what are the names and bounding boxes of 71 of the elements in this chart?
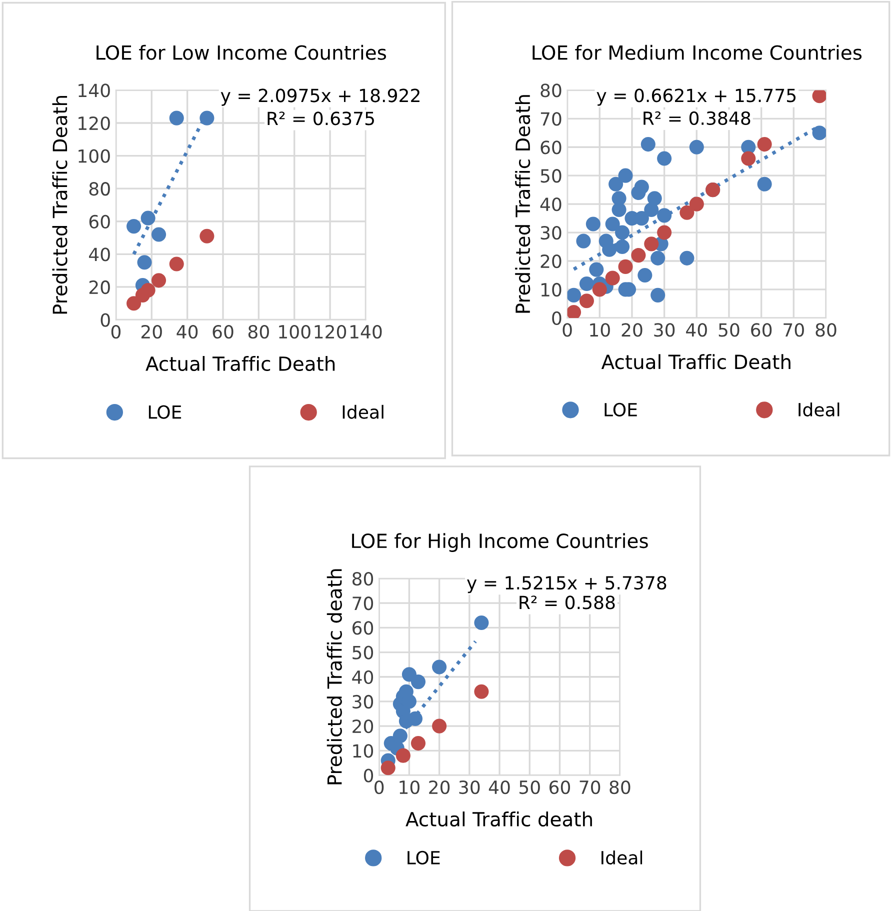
x-tick-label: 120 — [314, 324, 346, 339]
y-tick-label: 60 — [89, 214, 110, 228]
annotation: y = 0.6621x + 15.775 — [596, 88, 796, 106]
x-tick-label: 40 — [176, 324, 198, 339]
y-tick-label: 20 — [352, 720, 374, 734]
y-tick-label: 40 — [540, 198, 562, 212]
x-tick-label: 20 — [622, 323, 642, 337]
legend-label: LOE — [604, 402, 637, 416]
annotation: R² = 0.6375 — [268, 112, 374, 126]
y-axis-title: Predicted Traffic Death — [52, 96, 68, 314]
x-tick-label: 0 — [374, 780, 384, 794]
annotation: R² = 0.3848 — [644, 111, 750, 126]
x-tick-label: 100 — [279, 324, 310, 339]
y-tick-label: 0 — [552, 311, 562, 326]
x-tick-label: 10 — [590, 323, 610, 337]
x-axis-title: Actual Traffic Death — [146, 356, 335, 372]
y-tick-label: 40 — [89, 248, 110, 262]
annotation: R² = 0.588 — [520, 596, 615, 610]
chart-title: LOE for High Income Countries — [352, 533, 648, 552]
y-tick-label: 10 — [541, 282, 562, 297]
y-tick-label: 80 — [352, 572, 374, 586]
x-axis-title: Actual Traffic Death — [601, 354, 790, 370]
x-tick-label: 60 — [212, 324, 234, 339]
x-tick-label: 80 — [248, 324, 269, 339]
legend-label: LOE — [148, 405, 182, 419]
y-tick-label: 30 — [352, 694, 374, 709]
legend-label: Ideal — [602, 850, 642, 865]
chart-title: LOE for Low Income Countries — [96, 44, 386, 60]
y-tick-label: 30 — [540, 226, 562, 240]
x-tick-label: 40 — [488, 780, 510, 794]
x-tick-label: 80 — [816, 323, 836, 337]
x-tick-label: 0 — [111, 324, 121, 339]
legend-label: Ideal — [342, 404, 384, 419]
x-tick-label: 70 — [580, 780, 600, 794]
y-tick-label: 0 — [364, 768, 374, 782]
x-tick-label: 70 — [784, 323, 804, 337]
y-axis-title: Predicted Traffic Death — [515, 95, 530, 313]
x-tick-label: 30 — [459, 780, 480, 794]
x-tick-label: 20 — [429, 780, 450, 794]
legend-label: Ideal — [798, 402, 840, 416]
y-tick-label: 20 — [89, 280, 110, 294]
x-tick-label: 20 — [141, 324, 162, 339]
annotation: y = 2.0975x + 18.922 — [220, 88, 420, 106]
y-tick-label: 120 — [78, 116, 110, 130]
y-tick-label: 0 — [100, 313, 110, 327]
y-tick-label: 80 — [89, 182, 110, 196]
y-tick-label: 40 — [352, 670, 374, 684]
x-tick-label: 30 — [654, 323, 675, 337]
x-tick-label: 60 — [751, 323, 772, 337]
x-tick-label: 50 — [718, 323, 740, 337]
annotation: y = 1.5215x + 5.7378 — [467, 576, 666, 594]
chart-title: LOE for Medium Income Countries — [532, 44, 862, 60]
y-tick-label: 20 — [540, 254, 562, 268]
y-tick-label: 80 — [540, 84, 562, 98]
y-tick-label: 10 — [353, 744, 374, 758]
y-tick-label: 100 — [78, 149, 110, 163]
x-tick-label: 80 — [610, 780, 630, 794]
x-tick-label: 0 — [562, 323, 572, 337]
x-tick-label: 10 — [400, 780, 420, 794]
y-tick-label: 140 — [78, 84, 110, 98]
y-tick-label: 50 — [540, 169, 562, 183]
y-tick-label: 70 — [540, 112, 562, 126]
x-axis-title: Actual Traffic death — [406, 811, 592, 827]
x-tick-label: 40 — [686, 323, 707, 337]
legend-label: LOE — [408, 850, 440, 865]
y-tick-label: 60 — [352, 621, 374, 635]
y-tick-label: 50 — [352, 646, 374, 660]
y-tick-label: 60 — [540, 140, 562, 154]
y-axis-title: Predicted Traffic death — [326, 569, 342, 784]
y-tick-label: 70 — [352, 596, 374, 610]
x-tick-label: 50 — [520, 780, 540, 794]
